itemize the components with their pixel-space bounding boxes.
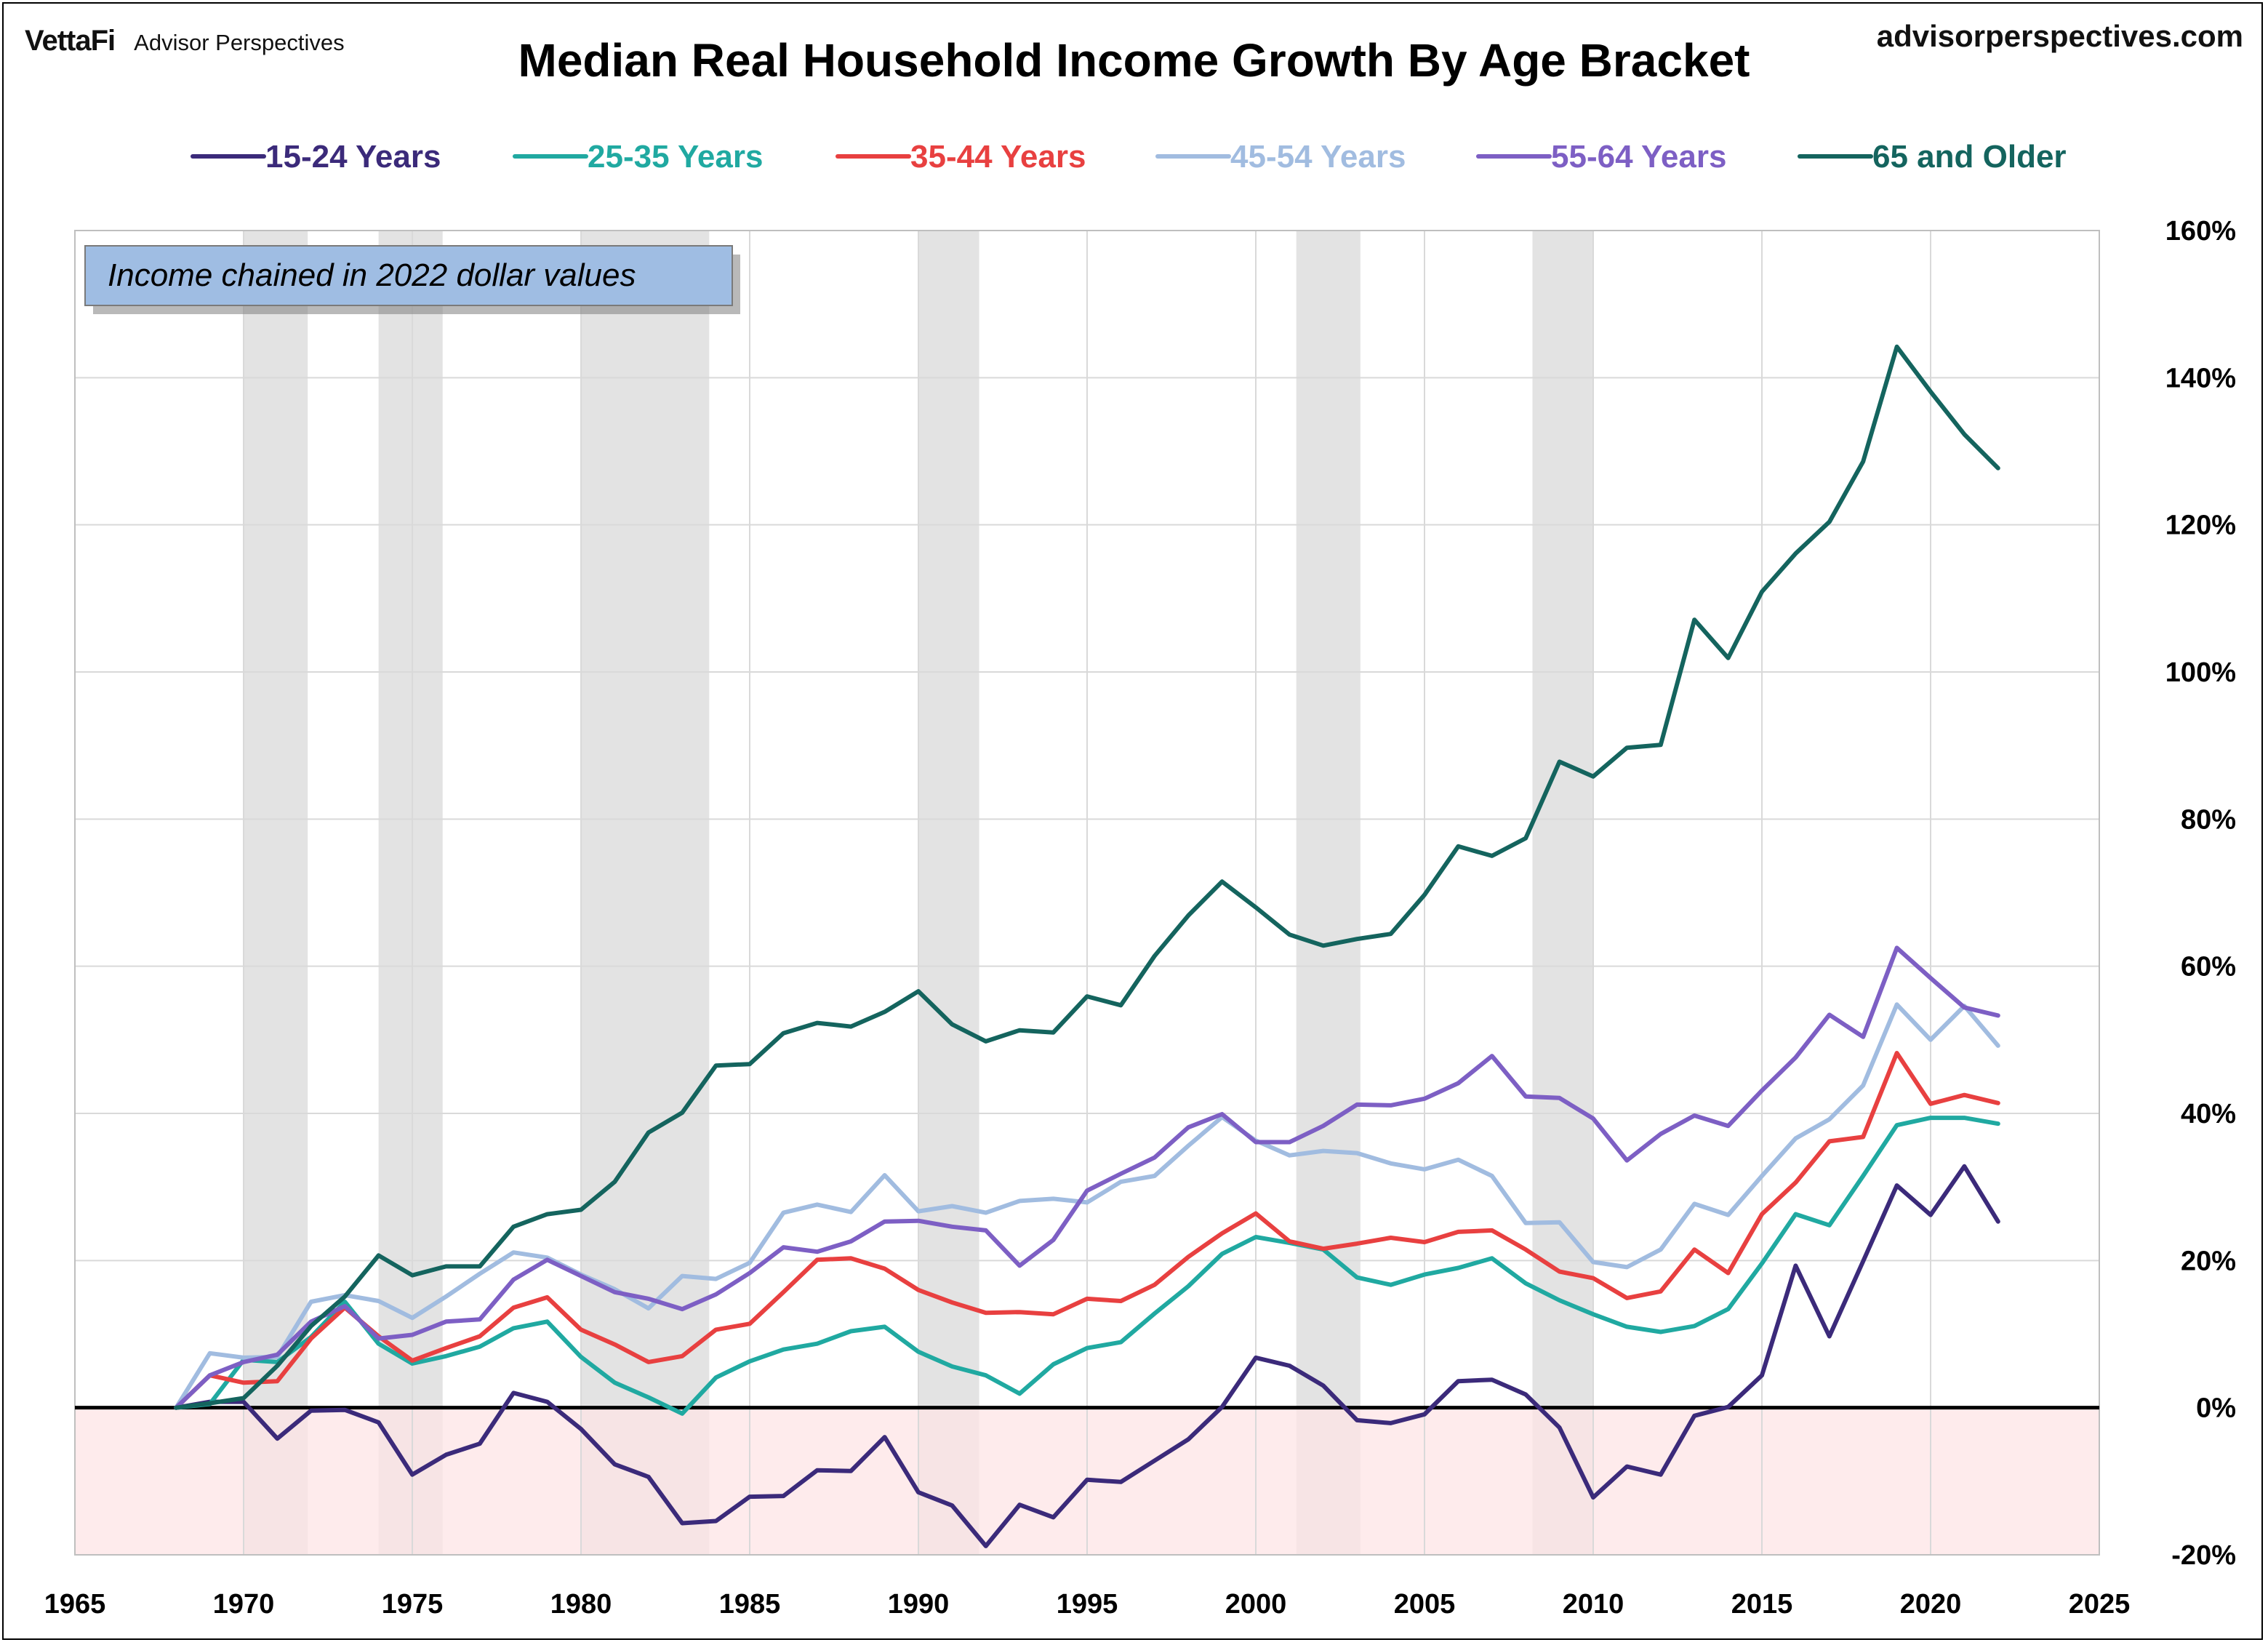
- series-lines: [174, 344, 2000, 1548]
- x-tick-label-4: 1985: [719, 1589, 781, 1620]
- recession-band-5: [1532, 231, 1593, 1555]
- legend-label-0: 15-24 Years: [265, 139, 441, 175]
- x-tick-label-2: 1975: [382, 1589, 444, 1620]
- x-tick-label-8: 2005: [1394, 1589, 1456, 1620]
- recession-band-3: [918, 231, 979, 1555]
- annotation-box: Income chained in 2022 dollar values: [84, 245, 740, 314]
- y-tick-label-3: 100%: [2165, 657, 2236, 688]
- x-tick-labels: 1965 1970 1975 1980 1985 1990 1995 2000 2005 2010…: [44, 1589, 2131, 1620]
- site-url: advisorperspectives.com: [1876, 19, 2243, 53]
- x-tick-label-3: 1980: [550, 1589, 612, 1620]
- recession-band-1: [378, 231, 443, 1555]
- legend-label-2: 35-44 Years: [910, 139, 1086, 175]
- x-tick-label-12: 2025: [2069, 1589, 2131, 1620]
- chart-title: Median Real Household Income Growth By A…: [518, 34, 1750, 87]
- recession-band-4: [1296, 231, 1361, 1555]
- brand-left: VettaFi Advisor Perspectives: [25, 25, 345, 57]
- x-tick-label-0: 1965: [44, 1589, 106, 1620]
- annotation-text: Income chained in 2022 dollar values: [108, 257, 636, 293]
- series-line-2: [174, 1051, 2000, 1410]
- y-tick-label-4: 80%: [2181, 804, 2236, 835]
- series-line-1: [174, 1116, 2000, 1416]
- y-tick-label-8: 0%: [2196, 1393, 2236, 1424]
- x-tick-label-5: 1990: [888, 1589, 950, 1620]
- axes: [74, 230, 2100, 1556]
- y-tick-label-2: 120%: [2165, 511, 2236, 541]
- legend-label-3: 45-54 Years: [1230, 139, 1406, 175]
- series-line-4: [174, 945, 2000, 1410]
- x-tick-label-9: 2010: [1563, 1589, 1624, 1620]
- y-tick-label-7: 20%: [2181, 1246, 2236, 1276]
- y-tick-label-0: 160%: [2165, 216, 2236, 247]
- series-line-0: [174, 1164, 2000, 1548]
- series-line-5: [174, 344, 2000, 1410]
- y-tick-label-5: 60%: [2181, 952, 2236, 982]
- legend: 15-24 Years 25-35 Years 35-44 Years 45-54 Y…: [191, 139, 2067, 175]
- series-line-3: [174, 1002, 2000, 1410]
- x-tick-label-6: 1995: [1057, 1589, 1118, 1620]
- vettafi-logo: VettaFi: [25, 25, 116, 57]
- x-tick-label-10: 2015: [1731, 1589, 1793, 1620]
- x-tick-label-11: 2020: [1900, 1589, 1962, 1620]
- y-tick-label-6: 40%: [2181, 1099, 2236, 1129]
- y-tick-labels: 160% 140% 120% 100% 80% 60% 40% 20% 0% -20%: [2165, 216, 2236, 1571]
- plot-area-border: [74, 230, 2100, 1556]
- recession-bands: [244, 231, 1593, 1555]
- recession-band-2: [581, 231, 710, 1555]
- y-tick-label-9: -20%: [2171, 1540, 2236, 1571]
- x-tick-label-1: 1970: [213, 1589, 275, 1620]
- legend-label-1: 25-35 Years: [588, 139, 763, 175]
- x-tick-label-7: 2000: [1225, 1589, 1287, 1620]
- y-tick-label-1: 140%: [2165, 363, 2236, 393]
- legend-label-5: 65 and Older: [1872, 139, 2067, 175]
- advisor-perspectives-logo: Advisor Perspectives: [134, 30, 345, 55]
- annotation-background: [84, 245, 733, 306]
- legend-label-4: 55-64 Years: [1551, 139, 1726, 175]
